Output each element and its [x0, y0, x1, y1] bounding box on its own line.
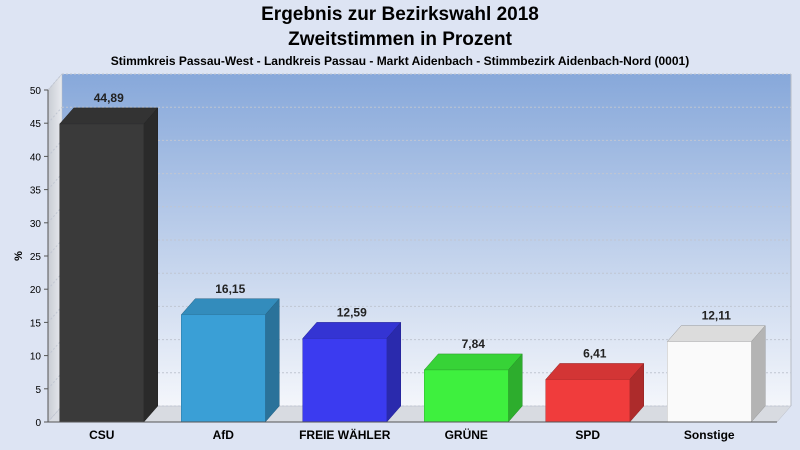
y-tick-label: 30	[30, 219, 42, 230]
x-tick-label: AfD	[213, 428, 235, 442]
bar-side	[751, 324, 766, 423]
bar-csu: 44,89	[59, 91, 159, 423]
x-tick-label: GRÜNE	[445, 427, 488, 442]
bar-value-label: 7,84	[462, 337, 486, 351]
bar-freie-wähler: 12,59	[302, 305, 402, 423]
bar-side	[143, 107, 158, 423]
bar-value-label: 44,89	[94, 91, 124, 105]
bar-value-label: 16,15	[215, 282, 245, 296]
chart-title: Ergebnis zur Bezirkswahl 2018	[261, 4, 539, 25]
bar-top	[423, 353, 523, 371]
bar-front	[667, 341, 752, 423]
y-tick-label: 20	[30, 285, 42, 296]
bar-side	[265, 298, 280, 423]
bar-front	[59, 123, 144, 423]
bar-afd: 16,15	[180, 282, 280, 423]
bar-side	[386, 321, 401, 423]
bar-value-label: 12,59	[337, 305, 367, 319]
y-tick-label: 15	[30, 318, 42, 329]
bar-top	[545, 363, 645, 380]
y-tick-label: 40	[30, 152, 42, 163]
bar-front	[545, 379, 630, 423]
y-tick-label: 0	[35, 418, 41, 429]
y-tick-label: 35	[30, 186, 42, 197]
bar-value-label: 6,41	[583, 346, 607, 360]
y-tick-label: 45	[30, 119, 42, 130]
y-axis: 0 5 10 15 20 25 30 35 40 45 50%	[13, 86, 49, 429]
bars: 44,89 16,15 12,59 7,84 6,41 12,11	[59, 91, 766, 423]
x-tick-label: FREIE WÄHLER	[299, 427, 391, 442]
bar-front	[424, 369, 509, 423]
y-tick-label: 50	[30, 86, 42, 97]
y-tick-label: 25	[30, 252, 42, 263]
x-tick-label: SPD	[575, 428, 600, 442]
bar-top	[302, 322, 402, 339]
y-tick-label: 10	[30, 352, 42, 363]
bar-sonstige: 12,11	[666, 309, 766, 423]
bar-spd: 6,41	[545, 346, 645, 423]
bar-top	[180, 298, 280, 316]
x-tick-label: Sonstige	[684, 428, 735, 442]
bar-top	[59, 107, 159, 125]
y-axis-label: %	[13, 251, 25, 261]
x-tick-label: CSU	[89, 428, 114, 442]
bar-front	[302, 338, 387, 423]
bar-value-label: 12,11	[702, 309, 732, 323]
y-tick-label: 5	[35, 385, 41, 396]
gridline-side	[47, 106, 63, 124]
bar-front	[181, 314, 266, 423]
gridline-side	[47, 73, 63, 91]
chart-subtitle: Zweitstimmen in Prozent	[288, 29, 512, 50]
bar-grüne: 7,84	[423, 337, 523, 423]
x-axis: CSU AfD FREIE WÄHLER GRÜNE SPD Sonstige	[48, 421, 777, 442]
chart-region-label: Stimmkreis Passau-West - Landkreis Passa…	[110, 54, 690, 68]
bar-top	[666, 325, 766, 342]
